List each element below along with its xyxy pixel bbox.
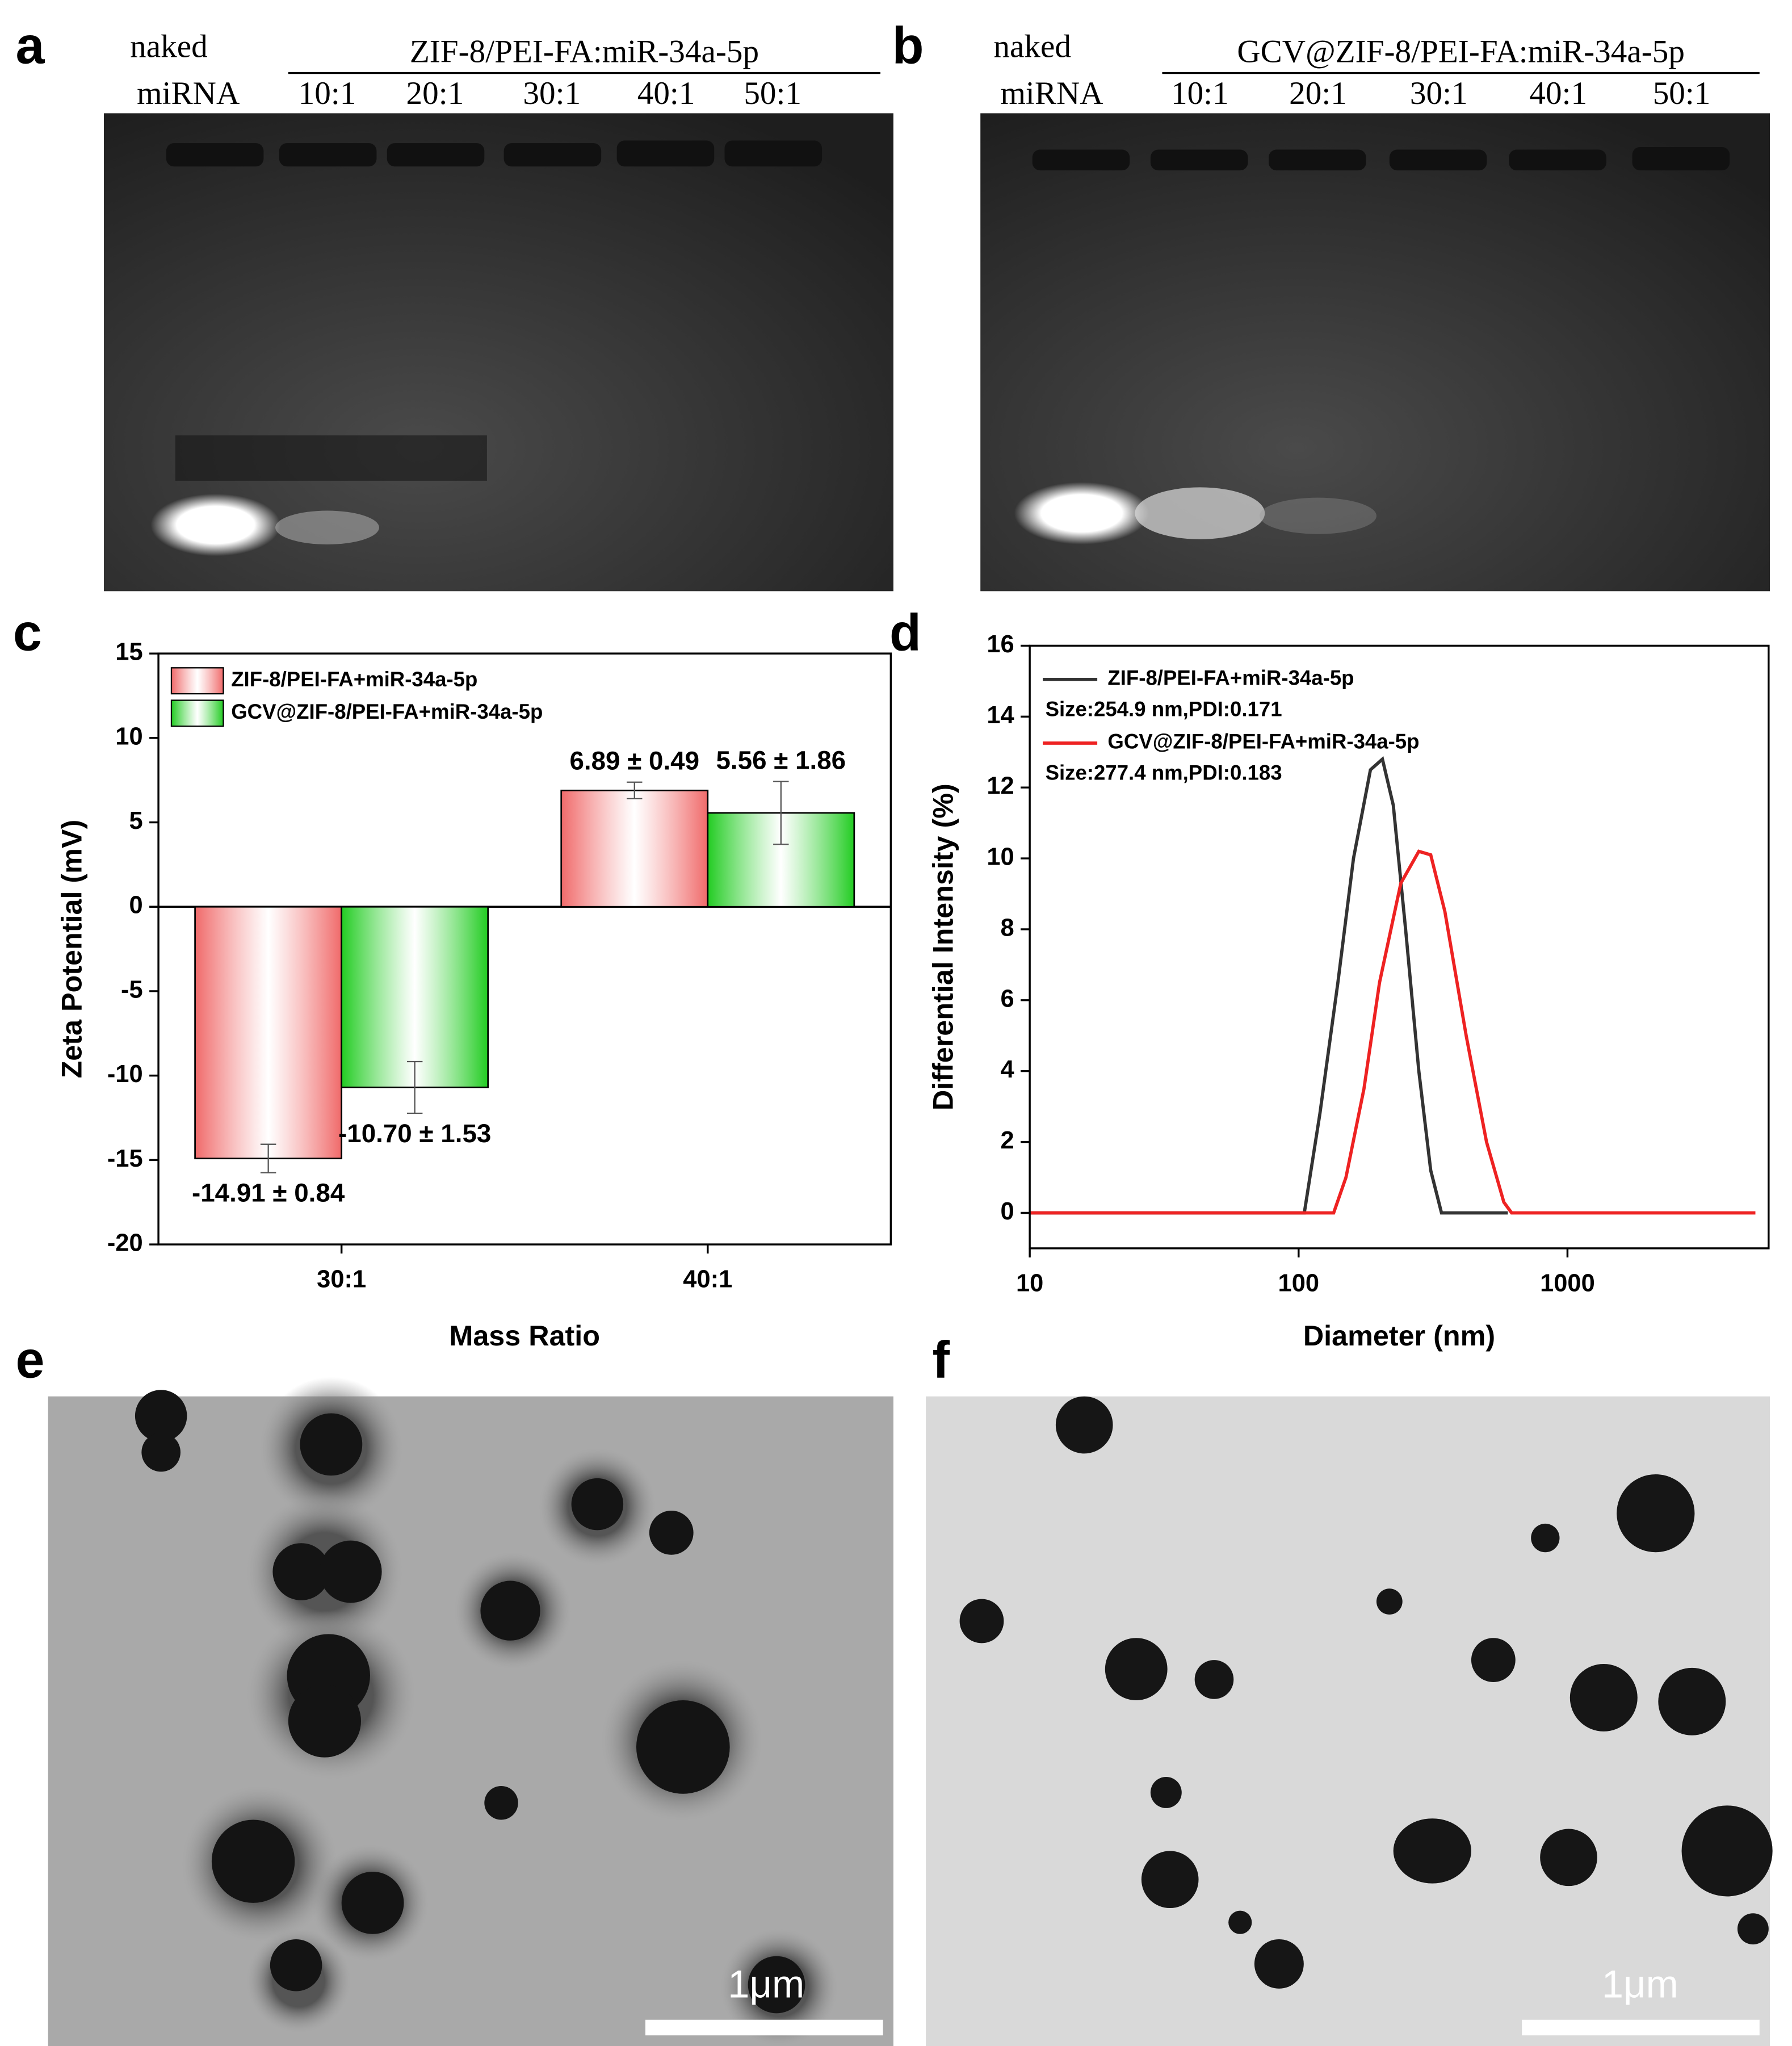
y-axis-label: Differential Intensity (%) (927, 783, 959, 1110)
y-tick-label: 14 (987, 702, 1014, 729)
bar (341, 905, 489, 1088)
error-bar (773, 781, 789, 845)
y-tick-label: 0 (129, 892, 142, 919)
legend-annotation: Size:254.9 nm,PDI:0.171 (1046, 697, 1282, 720)
error-bar (627, 781, 643, 800)
bar (194, 905, 343, 1160)
y-tick-label: -20 (107, 1230, 143, 1257)
y-tick-label: -10 (107, 1060, 143, 1088)
lane-label: 30:1 (523, 76, 581, 111)
plot-frame (1029, 644, 1770, 1250)
lane-label: 20:1 (406, 76, 464, 111)
lane-label: miRNA (1000, 76, 1103, 111)
scale-bar-label: 1μm (728, 1963, 804, 2006)
legend-label: ZIF-8/PEI-FA+miR-34a-5p (1107, 666, 1354, 690)
panel-label: b (892, 17, 924, 75)
group-label: GCV@ZIF-8/PEI-FA:miR-34a-5p (1237, 34, 1685, 70)
y-tick-label: -15 (107, 1145, 143, 1172)
y-tick-label: 12 (987, 773, 1014, 800)
x-tick-label: 10 (1016, 1269, 1043, 1297)
error-bar (406, 1060, 423, 1114)
lane-label: 50:1 (744, 76, 801, 111)
line (1030, 849, 1756, 1215)
x-axis-label: Diameter (nm) (1303, 1319, 1495, 1352)
plot-frame (157, 652, 892, 1246)
y-tick-label: 10 (115, 723, 142, 750)
y-tick-label: 8 (1001, 914, 1014, 941)
y-tick-label: 2 (1001, 1127, 1014, 1154)
legend-label: GCV@ZIF-8/PEI-FA+miR-34a-5p (1107, 730, 1419, 753)
value-label: 6.89 ± 0.49 (569, 747, 699, 775)
y-tick-label: 10 (987, 844, 1014, 871)
gel-a (104, 113, 893, 592)
y-axis-label: Zeta Potential (mV) (56, 820, 88, 1079)
panel-label: d (889, 604, 921, 662)
line (1030, 756, 1508, 1215)
legend-label: GCV@ZIF-8/PEI-FA+miR-34a-5p (231, 700, 543, 723)
lane-label: 50:1 (1653, 76, 1711, 111)
lane-label: 20:1 (1289, 76, 1347, 111)
value-label: 5.56 ± 1.86 (716, 745, 846, 774)
value-label: -14.91 ± 0.84 (192, 1179, 345, 1208)
panel-label: f (933, 1331, 950, 1389)
x-tick-label: 1000 (1540, 1269, 1595, 1297)
y-tick-label: 6 (1001, 985, 1014, 1012)
y-tick-label: 0 (1001, 1198, 1014, 1225)
lane-label: miRNA (137, 76, 240, 111)
tem-e (48, 1377, 893, 2046)
y-tick-label: -5 (121, 976, 143, 1003)
value-label: -10.70 ± 1.53 (338, 1119, 491, 1148)
x-axis-label: Mass Ratio (449, 1319, 600, 1352)
y-tick-label: 15 (115, 639, 142, 666)
panel-label: c (13, 604, 42, 662)
bar (560, 789, 709, 908)
error-bar (260, 1143, 276, 1173)
x-tick-label: 40:1 (683, 1266, 732, 1293)
x-tick-label: 30:1 (317, 1266, 366, 1293)
panel-label: e (15, 1331, 44, 1389)
scale-bar-label: 1μm (1602, 1963, 1678, 2006)
y-tick-label: 4 (1001, 1056, 1014, 1083)
gel-b (980, 113, 1770, 592)
y-tick-label: 5 (129, 807, 142, 835)
lane-label: naked (130, 29, 208, 65)
group-label: ZIF-8/PEI-FA:miR-34a-5p (410, 34, 759, 70)
legend-annotation: Size:277.4 nm,PDI:0.183 (1046, 761, 1282, 785)
panel-label: a (15, 17, 45, 75)
lane-label: 10:1 (1171, 76, 1229, 111)
lane-label: 10:1 (299, 76, 356, 111)
legend-swatch (170, 699, 224, 727)
lane-label: 40:1 (637, 76, 695, 111)
legend-swatch (170, 667, 224, 695)
lane-label: 40:1 (1529, 76, 1587, 111)
tem-f (926, 1396, 1773, 2046)
y-tick-label: 16 (987, 631, 1014, 658)
lane-label: naked (993, 29, 1071, 65)
x-tick-label: 100 (1278, 1269, 1320, 1297)
legend-label: ZIF-8/PEI-FA+miR-34a-5p (231, 668, 477, 691)
lane-label: 30:1 (1410, 76, 1468, 111)
